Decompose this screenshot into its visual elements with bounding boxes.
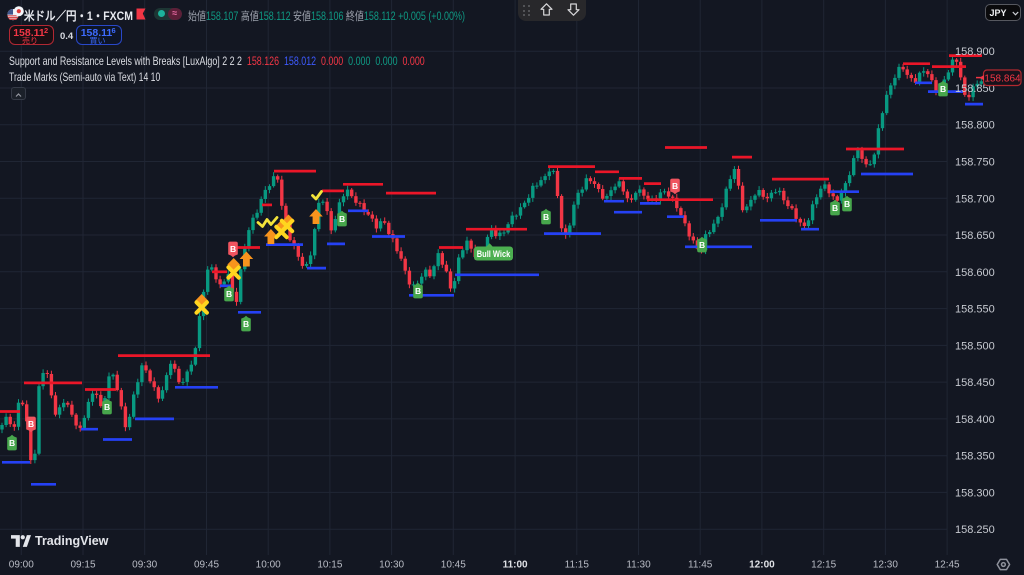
svg-text:売り: 売り [22,35,38,45]
svg-text:12:30: 12:30 [873,560,898,571]
svg-text:11:30: 11:30 [626,560,651,571]
svg-text:B: B [226,289,232,299]
svg-text:158.864: 158.864 [984,73,1021,84]
svg-text:158.11: 158.11 [81,26,113,38]
svg-text:158.750: 158.750 [955,157,995,169]
svg-text:10:00: 10:00 [256,560,281,571]
svg-text:B: B [9,438,15,448]
svg-text:B: B [243,319,249,329]
svg-text:158.900: 158.900 [955,46,995,58]
svg-text:10:30: 10:30 [379,560,404,571]
svg-text:158.11: 158.11 [13,26,45,38]
svg-text:B: B [940,84,946,94]
svg-text:158.650: 158.650 [955,230,995,242]
svg-text:11:45: 11:45 [688,560,713,571]
svg-text:158.550: 158.550 [955,304,995,316]
svg-text:158.500: 158.500 [955,340,995,352]
svg-text:09:45: 09:45 [194,560,219,571]
svg-text:B: B [104,402,110,412]
svg-text:B: B [230,244,236,254]
svg-text:12:00: 12:00 [749,560,775,571]
svg-text:2: 2 [44,26,48,35]
svg-text:B: B [699,240,705,250]
svg-text:09:00: 09:00 [9,560,34,571]
svg-text:10:45: 10:45 [441,560,466,571]
svg-text:11:15: 11:15 [565,560,590,571]
svg-text:Bull Wick: Bull Wick [477,249,511,259]
svg-text:買い: 買い [90,36,106,45]
svg-text:B: B [844,199,850,209]
svg-text:158.350: 158.350 [955,451,995,463]
svg-text:158.450: 158.450 [955,377,995,389]
svg-text:12:45: 12:45 [935,560,960,571]
svg-text:11:00: 11:00 [503,560,528,571]
svg-text:B: B [415,286,421,296]
svg-text:B: B [28,419,34,429]
svg-text:B: B [543,212,549,222]
svg-text:158.400: 158.400 [955,414,995,426]
svg-text:B: B [832,203,838,213]
svg-text:158.300: 158.300 [955,487,995,499]
svg-text:158.250: 158.250 [955,524,995,536]
svg-text:158.800: 158.800 [955,120,995,132]
svg-text:B: B [339,214,345,224]
svg-text:158.700: 158.700 [955,193,995,205]
svg-text:12:15: 12:15 [811,560,836,571]
svg-text:09:15: 09:15 [70,560,95,571]
svg-text:09:30: 09:30 [132,560,157,571]
svg-text:10:15: 10:15 [317,560,342,571]
svg-text:6: 6 [112,26,116,35]
svg-text:158.600: 158.600 [955,267,995,279]
svg-text:158.850: 158.850 [955,83,995,95]
svg-text:B: B [672,181,678,191]
